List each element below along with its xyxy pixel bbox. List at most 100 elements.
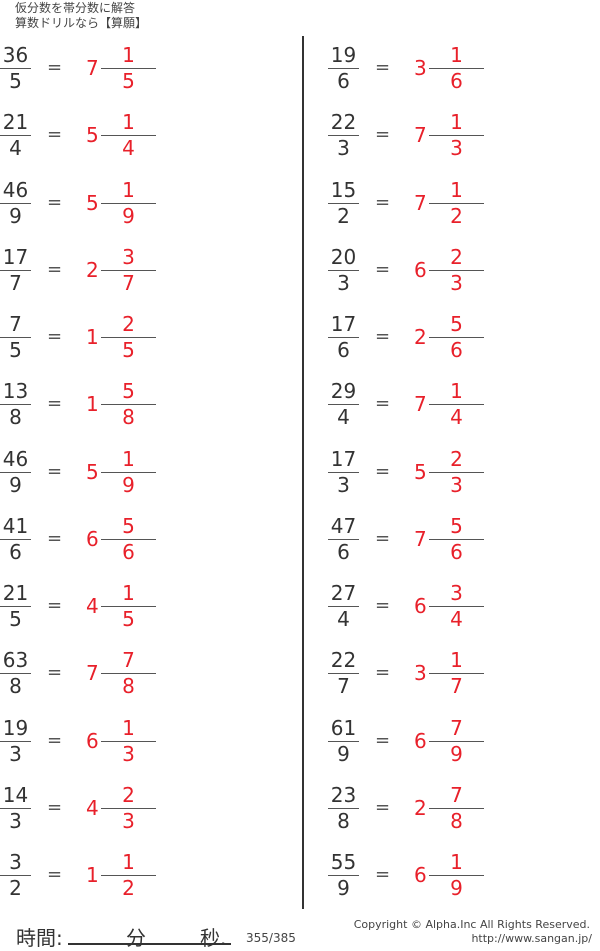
numerator: 19: [328, 43, 359, 69]
answer-denominator: 9: [122, 203, 135, 228]
page-number: 355/385: [246, 931, 296, 945]
improper-fraction: 21 4: [0, 110, 31, 160]
equals-sign: =: [47, 796, 63, 818]
answer-whole: 6: [414, 594, 427, 618]
answer-numerator: 1: [101, 716, 156, 742]
improper-fraction: 22 3: [328, 110, 359, 160]
answer-whole: 3: [414, 56, 427, 80]
denominator: 5: [9, 69, 22, 93]
time-underline: [68, 943, 231, 945]
denominator: 6: [337, 338, 350, 362]
column-divider: [302, 36, 304, 909]
time-label: 時間:: [16, 926, 63, 950]
denominator: 9: [337, 876, 350, 900]
improper-fraction: 27 4: [328, 581, 359, 631]
header-title: 仮分数を帯分数に解答: [15, 1, 136, 15]
equals-sign: =: [375, 864, 391, 885]
numerator: 41: [0, 514, 31, 540]
equals-sign: =: [47, 864, 63, 885]
answer-denominator: 9: [122, 472, 135, 497]
numerator: 61: [328, 716, 359, 742]
answer-numerator: 1: [101, 581, 156, 607]
answer-whole: 2: [86, 257, 99, 282]
equals-sign: =: [47, 326, 63, 347]
answer-numerator: 5: [429, 514, 484, 540]
answer-denominator: 9: [450, 741, 463, 766]
answer-numerator: 7: [101, 648, 156, 675]
equals-sign: =: [375, 662, 391, 684]
answer-numerator: 2: [429, 245, 484, 271]
numerator: 21: [0, 110, 31, 137]
answer-denominator: 3: [450, 472, 463, 497]
improper-fraction: 41 6: [0, 514, 31, 564]
equals-sign: =: [375, 527, 391, 549]
answer-whole: 1: [86, 325, 99, 349]
answer-whole: 5: [86, 190, 99, 215]
answer-denominator: 2: [122, 876, 135, 900]
answer-numerator: 1: [429, 178, 484, 204]
numerator: 13: [0, 379, 31, 406]
answer-numerator: 1: [429, 43, 484, 69]
answer-whole: 6: [86, 728, 99, 753]
answer-denominator: 3: [122, 808, 135, 833]
answer-denominator: 9: [450, 876, 463, 900]
numerator: 20: [328, 245, 359, 271]
answer-numerator: 3: [429, 581, 484, 607]
answer-denominator: 7: [122, 270, 135, 295]
copyright: Copyright © Alpha.Inc All Rights Reserve…: [353, 918, 590, 931]
equals-sign: =: [375, 326, 391, 347]
numerator: 22: [328, 648, 359, 675]
header-subtitle: 算数ドリルなら【算願】: [15, 16, 148, 30]
numerator: 3: [0, 850, 31, 876]
answer-whole: 2: [414, 795, 427, 820]
numerator: 47: [328, 514, 359, 540]
numerator: 36: [0, 43, 31, 69]
numerator: 23: [328, 783, 359, 809]
equals-sign: =: [47, 124, 63, 146]
improper-fraction: 63 8: [0, 648, 31, 698]
numerator: 14: [0, 783, 31, 809]
improper-fraction: 55 9: [328, 850, 359, 900]
denominator: 7: [9, 270, 22, 295]
answer-denominator: 8: [450, 808, 463, 833]
improper-fraction: 29 4: [328, 379, 359, 429]
equals-sign: =: [47, 57, 63, 78]
denominator: 8: [9, 674, 22, 699]
numerator: 29: [328, 379, 359, 406]
improper-fraction: 17 7: [0, 245, 31, 295]
numerator: 22: [328, 110, 359, 137]
answer-whole: 3: [414, 661, 427, 686]
answer-whole: 7: [86, 661, 99, 686]
equals-sign: =: [47, 527, 63, 549]
improper-fraction: 36 5: [0, 43, 31, 93]
answer-numerator: 1: [429, 850, 484, 876]
